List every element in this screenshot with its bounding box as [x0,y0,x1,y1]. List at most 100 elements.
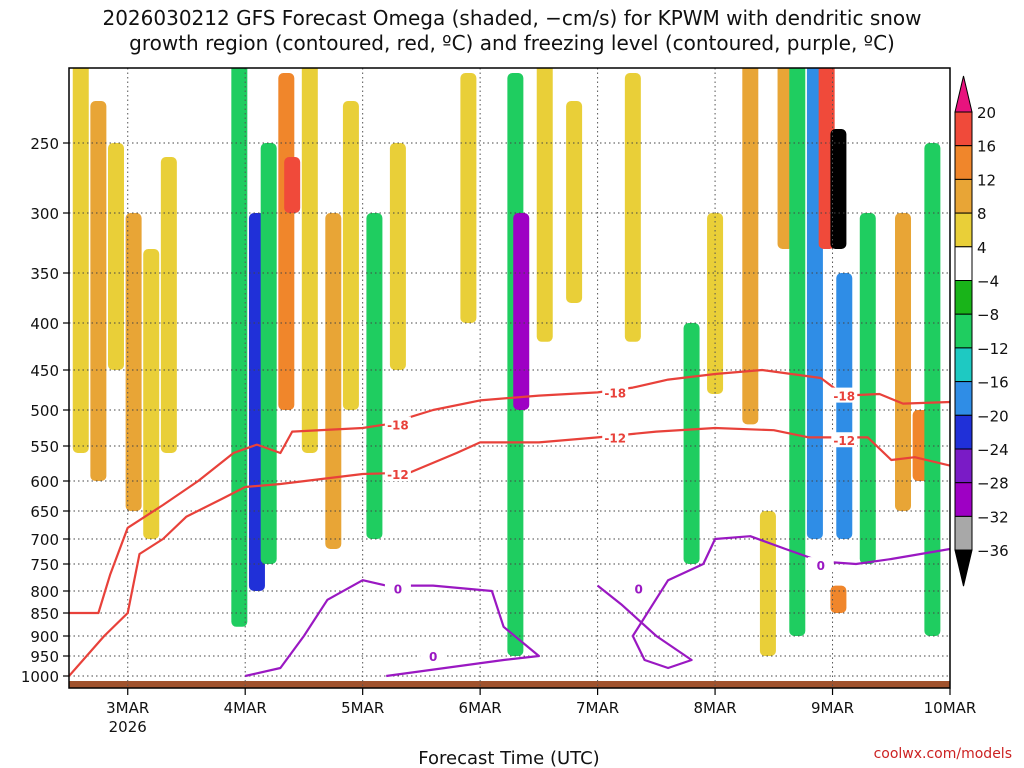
y-tick-label-850: 850 [30,605,59,623]
colorbar-seg-1 [954,111,973,147]
y-tick-label-1000: 1000 [21,668,59,686]
colorbar-label-13: −36 [977,542,1009,560]
omega-cell-33 [859,213,876,564]
omega-cell-18 [513,213,530,410]
contour-label-bg-dgz-18-upper-1 [602,384,629,400]
y-tick-label-750: 750 [30,556,59,574]
omega-cell-0 [72,68,89,453]
colorbar-seg-3 [954,178,973,214]
y-tick-label-400: 400 [30,315,59,333]
omega-cell-36 [924,143,941,636]
colorbar-seg-2 [954,145,973,180]
colorbar-seg-8 [954,347,973,383]
contour-label-freezing-level-1: 0 [429,650,437,664]
credit-text: coolwx.com/models [874,746,1012,762]
contour-label-bg-freezing-level-0 [384,580,411,596]
colorbar-label-4: 4 [977,239,987,257]
contour-label-dgz-18-upper-0: -18 [387,418,409,432]
x-tick-label-6MAR: 6MAR [459,699,502,717]
y-tick-label-650: 650 [30,503,59,521]
contour-label-freezing-level-east-0: 0 [635,582,643,596]
colorbar-seg-14 [954,549,973,587]
colorbar-seg-13 [954,515,973,551]
omega-cell-20 [566,101,583,303]
contour-label-bg-dgz-18-upper-0 [384,416,411,432]
y-tick-label-350: 350 [30,265,59,283]
x-tick-label-9MAR: 9MAR [811,699,854,717]
contour-label-dgz-18-upper-1: -18 [604,386,626,400]
colorbar-label-2: 12 [977,171,996,189]
omega-cell-31 [836,273,853,539]
colorbar-seg-0 [954,75,973,113]
x-tick-label-10MAR: 10MAR [924,699,977,717]
x-tick-label-5MAR: 5MAR [341,699,384,717]
omega-cell-22 [683,323,700,564]
contour-freezing-level [244,579,541,678]
colorbar-seg-6 [954,280,973,315]
omega-cell-12 [325,213,342,549]
contour-label-dgz-12-lower-1: -12 [604,431,626,445]
colorbar-seg-10 [954,414,973,450]
omega-cell-24 [742,68,759,425]
colorbar-label-7: −12 [977,340,1009,358]
y-tick-label-450: 450 [30,362,59,380]
omega-cell-34 [895,213,912,511]
x-tick-label-3MAR: 3MAR [106,699,149,717]
omega-cell-27 [789,68,806,636]
contour-label-bg-dgz-18-upper-2 [831,387,858,403]
contour-label-bg-dgz-12-lower-2 [831,432,858,448]
chart-title-line2: growth region (contoured, red, ºC) and f… [129,31,895,55]
x-tick-label-8MAR: 8MAR [693,699,736,717]
x-axis-title: Forecast Time (UTC) [418,748,599,768]
y-tick-label-250: 250 [30,135,59,153]
chart-title: 2026030212 GFS Forecast Omega (shaded, −… [0,6,1024,56]
omega-cell-8 [260,143,277,564]
surface-ground [69,681,950,688]
colorbar-seg-11 [954,448,973,484]
y-tick-label-700: 700 [30,531,59,549]
colorbar-seg-9 [954,381,973,416]
contour-dgz-18-upper [69,368,950,615]
contour-label-bg-freezing-level-east-0 [625,580,652,596]
plot-grid [69,68,951,688]
colorbar-label-0: 20 [977,104,996,122]
contour-label-freezing-level-east-1: 0 [817,559,825,573]
omega-cell-4 [143,249,160,539]
omega-cell-10 [284,157,301,213]
omega-cell-2 [107,143,124,370]
contour-label-dgz-18-upper-2: -18 [833,390,855,404]
contour-dgz-12-lower [69,426,950,677]
chart-title-line1: 2026030212 GFS Forecast Omega (shaded, −… [102,6,922,30]
y-tick-label-550: 550 [30,438,59,456]
contour-label-dgz-12-lower-2: -12 [833,434,855,448]
colorbar-label-3: 8 [977,205,987,223]
colorbar-label-9: −20 [977,407,1009,425]
colorbar-label-11: −28 [977,475,1009,493]
y-tick-label-500: 500 [30,402,59,420]
contour-label-freezing-level-0: 0 [394,582,402,596]
omega-cell-13 [342,101,359,410]
omega-cell-3 [125,213,142,511]
omega-cell-1 [90,101,107,481]
y-tick-label-800: 800 [30,583,59,601]
omega-cell-5 [160,157,177,453]
contour-label-bg-freezing-level-east-1 [807,557,834,573]
y-tick-label-300: 300 [30,205,59,223]
x-tick-label-4MAR: 4MAR [224,699,267,717]
colorbar-seg-12 [954,482,973,517]
y-tick-label-600: 600 [30,473,59,491]
plot-frame [68,67,951,689]
omega-cell-30 [830,129,847,249]
x-tick-sublabel-3MAR: 2026 [109,718,147,736]
colorbar-label-5: −4 [977,273,999,291]
colorbar-label-1: 16 [977,138,996,156]
colorbar-label-10: −24 [977,441,1009,459]
omega-cell-16 [460,73,477,323]
contour-label-dgz-12-lower-0: -12 [387,468,409,482]
omega-cell-19 [536,68,553,342]
colorbar: 20 16 12 8 4 −4 −8 −12 −16 −20 −24 −28 −32 −36 [954,75,1009,587]
omega-cell-14 [366,213,383,539]
colorbar-label-12: −32 [977,508,1009,526]
